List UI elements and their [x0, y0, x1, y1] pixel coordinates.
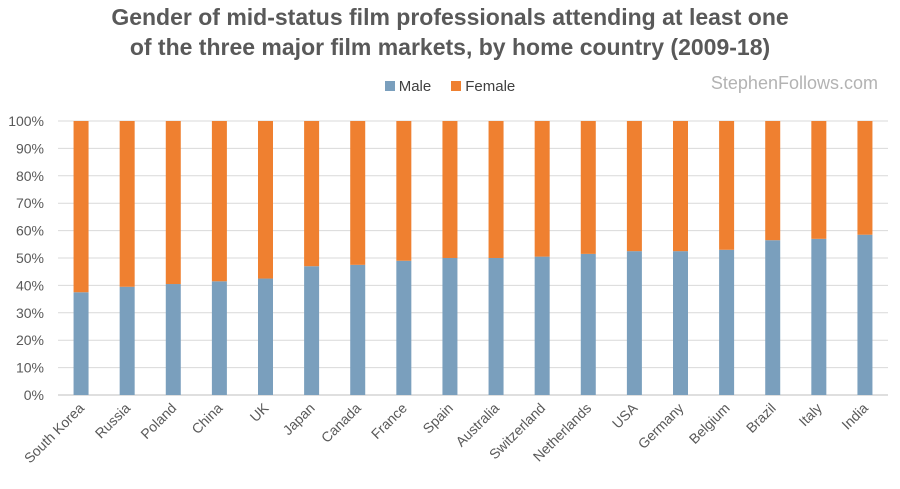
- watermark: StephenFollows.com: [710, 73, 878, 93]
- bar-male: [396, 260, 412, 395]
- bar-female: [442, 121, 458, 258]
- bar-female: [165, 121, 181, 285]
- x-tick-label: Brazil: [743, 400, 779, 436]
- chart-title: Gender of mid-status film professionals …: [0, 2, 900, 62]
- y-tick-label: 30%: [16, 305, 44, 321]
- y-tick-label: 0%: [24, 387, 44, 403]
- x-tick-label: Russia: [92, 400, 134, 442]
- bar-female: [258, 121, 273, 279]
- y-tick-label: 10%: [16, 360, 44, 376]
- bar-female: [396, 121, 412, 261]
- bar-male: [304, 266, 320, 395]
- chart-legend: Male Female: [0, 74, 900, 98]
- bar-male: [719, 249, 735, 395]
- bar-male: [442, 258, 458, 395]
- y-tick-label: 20%: [16, 332, 44, 348]
- y-tick-label: 60%: [16, 223, 44, 239]
- chart-title-line-2: of the three major film markets, by home…: [129, 34, 771, 60]
- x-tick-label: France: [368, 400, 410, 442]
- y-tick-label: 80%: [16, 168, 44, 184]
- bar-male: [811, 238, 827, 395]
- bar-male: [857, 234, 873, 395]
- bar-male: [258, 278, 273, 395]
- bar-male: [350, 264, 366, 395]
- bar-female: [673, 121, 688, 252]
- bar-male: [488, 258, 504, 395]
- bar-male: [165, 284, 181, 395]
- y-tick-label: 70%: [16, 195, 44, 211]
- y-tick-label: 50%: [16, 250, 44, 266]
- bar-female: [534, 121, 550, 257]
- bar-male: [211, 281, 227, 395]
- bar-female: [488, 121, 504, 258]
- legend-swatch-male: [384, 81, 395, 91]
- x-tick-label: Belgium: [686, 400, 733, 447]
- bar-female: [73, 121, 89, 293]
- x-tick-label: South Korea: [21, 400, 88, 467]
- x-tick-label: China: [188, 400, 225, 437]
- bar-male: [534, 256, 550, 395]
- bar-female: [350, 121, 366, 265]
- legend-swatch-female: [451, 81, 462, 91]
- bar-male: [626, 251, 642, 395]
- bar-female: [580, 121, 596, 254]
- bar-male: [73, 292, 89, 395]
- bar-female: [811, 121, 827, 239]
- legend-entry-female: Female: [451, 78, 515, 95]
- bar-female: [719, 121, 735, 250]
- bar-male: [765, 240, 781, 395]
- x-tick-label: USA: [609, 399, 641, 431]
- bar-female: [304, 121, 320, 267]
- x-tick-label: Germany: [635, 400, 687, 452]
- x-tick-label: Italy: [795, 400, 824, 429]
- legend-label-male: Male: [398, 77, 432, 95]
- x-tick-label: UK: [247, 399, 273, 425]
- x-tick-label: Japan: [279, 400, 317, 438]
- bar-male: [580, 253, 596, 395]
- x-tick-label: India: [838, 400, 871, 433]
- y-tick-label: 40%: [16, 277, 44, 293]
- x-tick-label: Spain: [419, 400, 456, 437]
- x-tick-label: Canada: [318, 400, 364, 446]
- bar-male: [673, 251, 688, 395]
- x-tick-label: Poland: [137, 400, 179, 442]
- legend-label-female: Female: [465, 77, 516, 95]
- legend-entry-male: Male: [384, 77, 432, 95]
- bar-female: [765, 121, 781, 241]
- bar-female: [211, 121, 227, 282]
- bar-female: [119, 121, 135, 287]
- bar-female: [857, 121, 873, 235]
- y-tick-label: 100%: [8, 113, 44, 129]
- bar-female: [626, 121, 642, 252]
- chart-title-line-1: Gender of mid-status film professionals …: [111, 4, 789, 30]
- y-tick-label: 90%: [16, 140, 44, 156]
- bar-male: [119, 286, 135, 395]
